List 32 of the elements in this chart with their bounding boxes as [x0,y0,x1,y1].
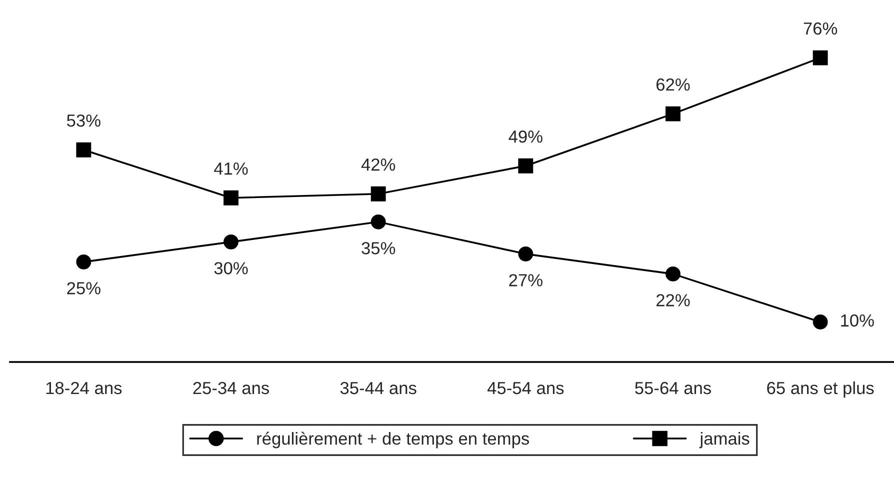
point [518,158,534,174]
point [76,142,92,158]
point [666,266,680,282]
x-tick-label: 65 ans et plus [767,381,874,398]
data-label: 49% [508,130,542,143]
point [370,186,386,202]
data-label: 76% [804,22,838,35]
point [370,214,386,230]
data-label: 41% [214,162,248,175]
data-label: 62% [656,78,690,91]
data-label: 27% [509,274,542,286]
point [224,190,238,206]
point [224,234,238,250]
data-label: 10% [841,314,874,327]
point [812,50,828,66]
x-tick-label: 25-34 ans [193,382,269,394]
point [76,254,92,270]
legend-label: jamais [699,432,750,448]
data-label: 53% [66,114,100,127]
data-label: 22% [656,294,690,306]
x-tick-label: 55-64 ans [635,382,711,394]
point [666,106,680,122]
x-tick-label: 35-44 ans [340,382,416,394]
data-label: 30% [214,262,248,274]
legend-label: régulièrement + de temps en temps [257,432,530,448]
data-label: 25% [67,282,100,294]
point [812,314,828,330]
data-label: 35% [362,242,396,254]
point [518,246,534,262]
x-tick-label: 18-24 ans [46,382,122,394]
data-label: 42% [361,158,396,171]
x-tick-label: 45-54 ans [487,382,564,394]
